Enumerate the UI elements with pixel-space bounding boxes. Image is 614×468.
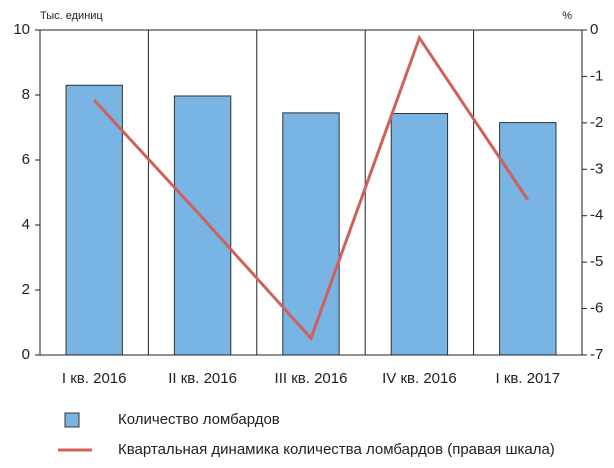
bar (173, 95, 232, 356)
legend-swatch (64, 412, 80, 428)
line (93, 34, 530, 342)
legend-label: Количество ломбардов (118, 411, 280, 428)
bar (65, 84, 123, 356)
y2-tick-label: -3 (590, 160, 603, 177)
y-tick-label: 0 (22, 346, 30, 363)
y2-tick-label: -4 (590, 207, 603, 224)
x-tick-label: I кв. 2016 (62, 370, 127, 387)
y2-axis-label: % (562, 10, 572, 22)
y-axis-label: Тыс. единиц (40, 10, 103, 22)
y2-tick-label: -2 (590, 114, 603, 131)
y2-tick-label: -1 (590, 67, 603, 84)
y2-tick-label: -7 (590, 346, 603, 363)
y2-tick-label: -6 (590, 300, 603, 317)
y-tick-label: 4 (22, 216, 30, 233)
x-tick-label: III кв. 2016 (275, 370, 348, 387)
y-tick-label: 2 (22, 281, 30, 298)
x-tick-label: I кв. 2017 (496, 370, 561, 387)
bar (499, 122, 557, 356)
legend-label: Квартальная динамика количества ломбардо… (118, 441, 555, 458)
bar (390, 113, 449, 356)
y2-tick-label: 0 (590, 21, 598, 38)
y-tick-label: 8 (22, 86, 30, 103)
bar (282, 112, 340, 356)
y-tick-label: 10 (13, 21, 30, 38)
x-tick-label: II кв. 2016 (168, 370, 237, 387)
plot-frame (39, 29, 583, 356)
y-tick-label: 6 (22, 151, 30, 168)
y2-tick-label: -5 (590, 253, 603, 270)
x-tick-label: IV кв. 2016 (382, 370, 457, 387)
